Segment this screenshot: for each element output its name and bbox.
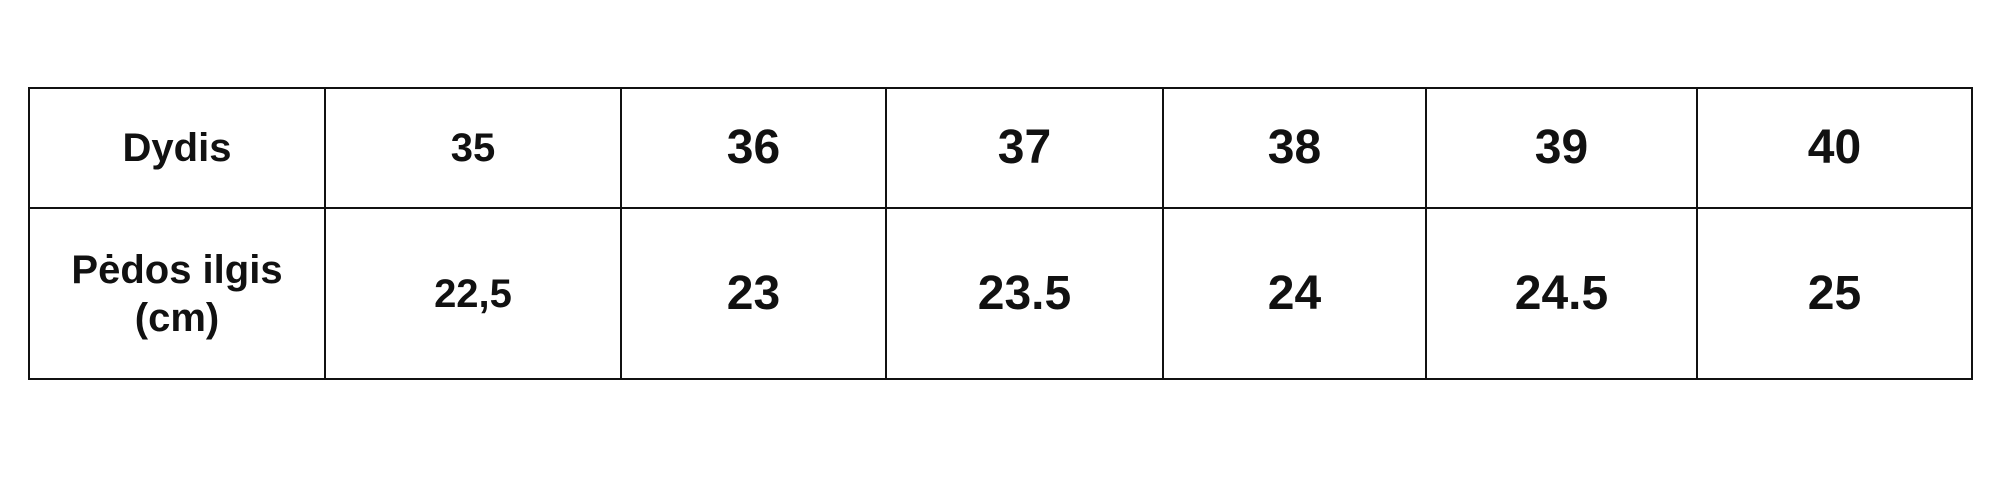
table-cell: 24.5 [1425,207,1698,380]
table-cell: 24 [1162,207,1427,380]
table-cell: 40 [1696,87,1973,209]
row-header-label: Dydis [122,126,232,170]
row-header-size: Dydis [28,87,326,209]
table-cell: 35 [324,87,622,209]
table-cell: 25 [1696,207,1973,380]
table-row-foot-length: Pėdos ilgis (cm) 22,5 23 23.5 24 24.5 25 [28,207,1973,380]
row-header-unit: (cm) [134,295,220,340]
table-cell: 38 [1162,87,1427,209]
table-cell: 37 [885,87,1164,209]
table-cell: 39 [1425,87,1698,209]
table-cell: 36 [620,87,887,209]
table-cell: 23.5 [885,207,1164,380]
row-header-label: Pėdos ilgis [71,247,283,292]
table-cell: 22,5 [324,207,622,380]
row-header-foot-length: Pėdos ilgis (cm) [28,207,326,380]
table-row-size: Dydis 35 36 37 38 39 40 [28,87,1973,209]
size-table: Dydis 35 36 37 38 39 40 Pėdos ilgis (cm) … [28,87,1973,380]
table-cell: 23 [620,207,887,380]
